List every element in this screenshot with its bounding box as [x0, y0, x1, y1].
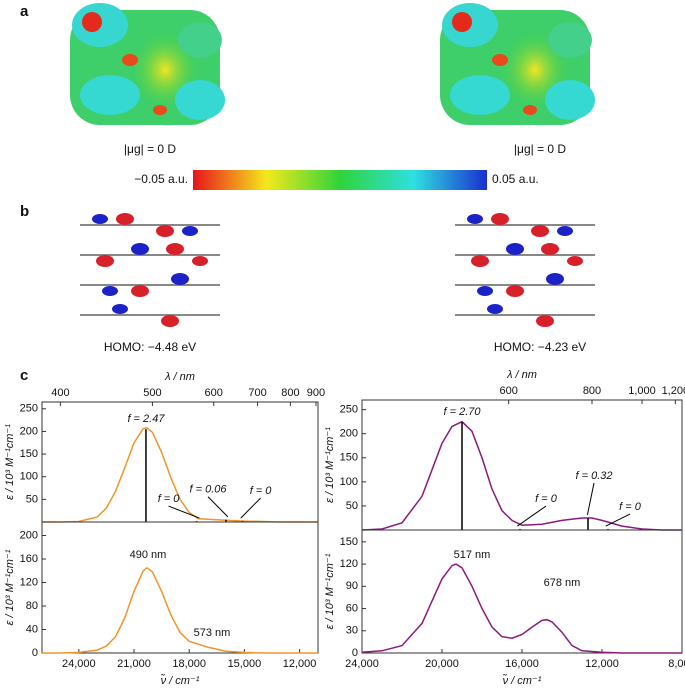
- y-tick-label: 40: [26, 623, 38, 635]
- peak-label: 517 nm: [454, 549, 491, 561]
- x-tick-label: 15,000: [228, 658, 262, 670]
- x-tick-label: 24,000: [62, 658, 96, 670]
- x2-tick-label: 1,200: [662, 385, 685, 397]
- y-tick-label: 60: [346, 602, 358, 614]
- arrow: [586, 482, 595, 516]
- y-tick-label: 250: [20, 403, 38, 415]
- x-tick-label: 12,000: [585, 658, 619, 670]
- x-axis-label: ν̃ / cm⁻¹: [502, 674, 542, 687]
- dipole-label: |μg| = 0 D: [124, 142, 177, 156]
- y-tick-label: 200: [340, 428, 358, 440]
- y-axis-label: ε / 10³ M⁻¹cm⁻¹: [324, 553, 336, 629]
- surface-image: [70, 3, 225, 125]
- oscillator-label: f = 0: [158, 493, 181, 505]
- plot-frame: [41, 521, 319, 654]
- panel-label: c: [20, 367, 28, 384]
- x-tick-label: 24,000: [345, 658, 379, 670]
- y-tick-label: 30: [346, 625, 358, 637]
- orbital-image: [454, 212, 596, 328]
- spectrum-line: [361, 563, 682, 654]
- arrow: [605, 513, 631, 527]
- colorbar-label: 0.05 a.u.: [492, 172, 539, 186]
- x2-tick-label: 700: [248, 387, 266, 399]
- oscillator-label: f = 0: [619, 501, 642, 513]
- panel-label: a: [20, 3, 29, 20]
- y-tick-label: 100: [20, 471, 38, 483]
- y-tick-label: 250: [340, 404, 358, 416]
- orbital-image: [79, 212, 221, 328]
- y-tick-label: 0: [32, 647, 38, 659]
- x-tick-label: 21,000: [117, 658, 151, 670]
- peak-label: 678 nm: [544, 577, 581, 589]
- homo-label: HOMO: −4.48 eV: [104, 340, 196, 354]
- x-tick-label: 16,000: [505, 658, 539, 670]
- x2-tick-label: 400: [51, 387, 69, 399]
- oscillator-label: f = 0: [250, 485, 273, 497]
- y-tick-label: 150: [20, 448, 38, 460]
- oscillator-label: f = 0.06: [189, 484, 227, 496]
- y-tick-label: 200: [20, 529, 38, 541]
- y-tick-label: 120: [340, 558, 358, 570]
- y-axis-label: ε / 10³ M⁻¹cm⁻¹: [4, 549, 16, 625]
- x-tick-label: 18,000: [172, 658, 206, 670]
- x2-tick-label: 800: [583, 385, 601, 397]
- x2-tick-label: 500: [143, 387, 161, 399]
- colorbar-label: −0.05 a.u.: [134, 172, 188, 186]
- colorbar: [193, 170, 487, 190]
- spectrum-line: [42, 426, 318, 523]
- oscillator-label: f = 2.70: [443, 406, 481, 418]
- y-tick-label: 200: [20, 425, 38, 437]
- y-axis-label: ε / 10³ M⁻¹cm⁻¹: [324, 427, 336, 503]
- y-tick-label: 50: [346, 500, 358, 512]
- x-axis-label: ν̃ / cm⁻¹: [160, 674, 200, 687]
- y-tick-label: 150: [340, 536, 358, 548]
- arrow: [517, 505, 547, 527]
- y-tick-label: 160: [20, 553, 38, 565]
- x2-tick-label: 1,000: [628, 385, 656, 397]
- y-tick-label: 0: [352, 647, 358, 659]
- x2-tick-label: 600: [499, 385, 517, 397]
- oscillator-label: f = 0: [535, 493, 558, 505]
- arrow: [240, 497, 261, 519]
- spectrum-line: [361, 420, 682, 531]
- spectrum-line: [42, 566, 318, 654]
- y-tick-label: 90: [346, 580, 358, 592]
- x2-axis-label: λ / nm: [164, 371, 195, 383]
- oscillator-label: f = 0.32: [575, 470, 612, 482]
- surface-image: [440, 3, 595, 125]
- y-tick-label: 80: [26, 600, 38, 612]
- arrow: [168, 505, 200, 519]
- y-tick-label: 150: [340, 452, 358, 464]
- x-tick-label: 8,000: [668, 658, 685, 670]
- x2-tick-label: 900: [307, 387, 325, 399]
- y-tick-label: 50: [26, 493, 38, 505]
- y-tick-label: 100: [340, 476, 358, 488]
- panel-label: b: [20, 203, 29, 220]
- y-tick-label: 120: [20, 576, 38, 588]
- homo-label: HOMO: −4.23 eV: [494, 340, 586, 354]
- plot-frame: [41, 401, 319, 523]
- peak-label: 490 nm: [130, 549, 167, 561]
- peak-label: 573 nm: [194, 627, 231, 639]
- x-tick-label: 20,000: [425, 658, 459, 670]
- y-axis-label: ε / 10³ M⁻¹cm⁻¹: [4, 424, 16, 500]
- arrow: [207, 496, 229, 518]
- oscillator-label: f = 2.47: [127, 413, 165, 425]
- x2-tick-label: 600: [205, 387, 223, 399]
- x-tick-label: 12,000: [283, 658, 317, 670]
- dipole-label: |μg| = 0 D: [514, 142, 567, 156]
- x2-tick-label: 800: [281, 387, 299, 399]
- x2-axis-label: λ / nm: [506, 369, 537, 381]
